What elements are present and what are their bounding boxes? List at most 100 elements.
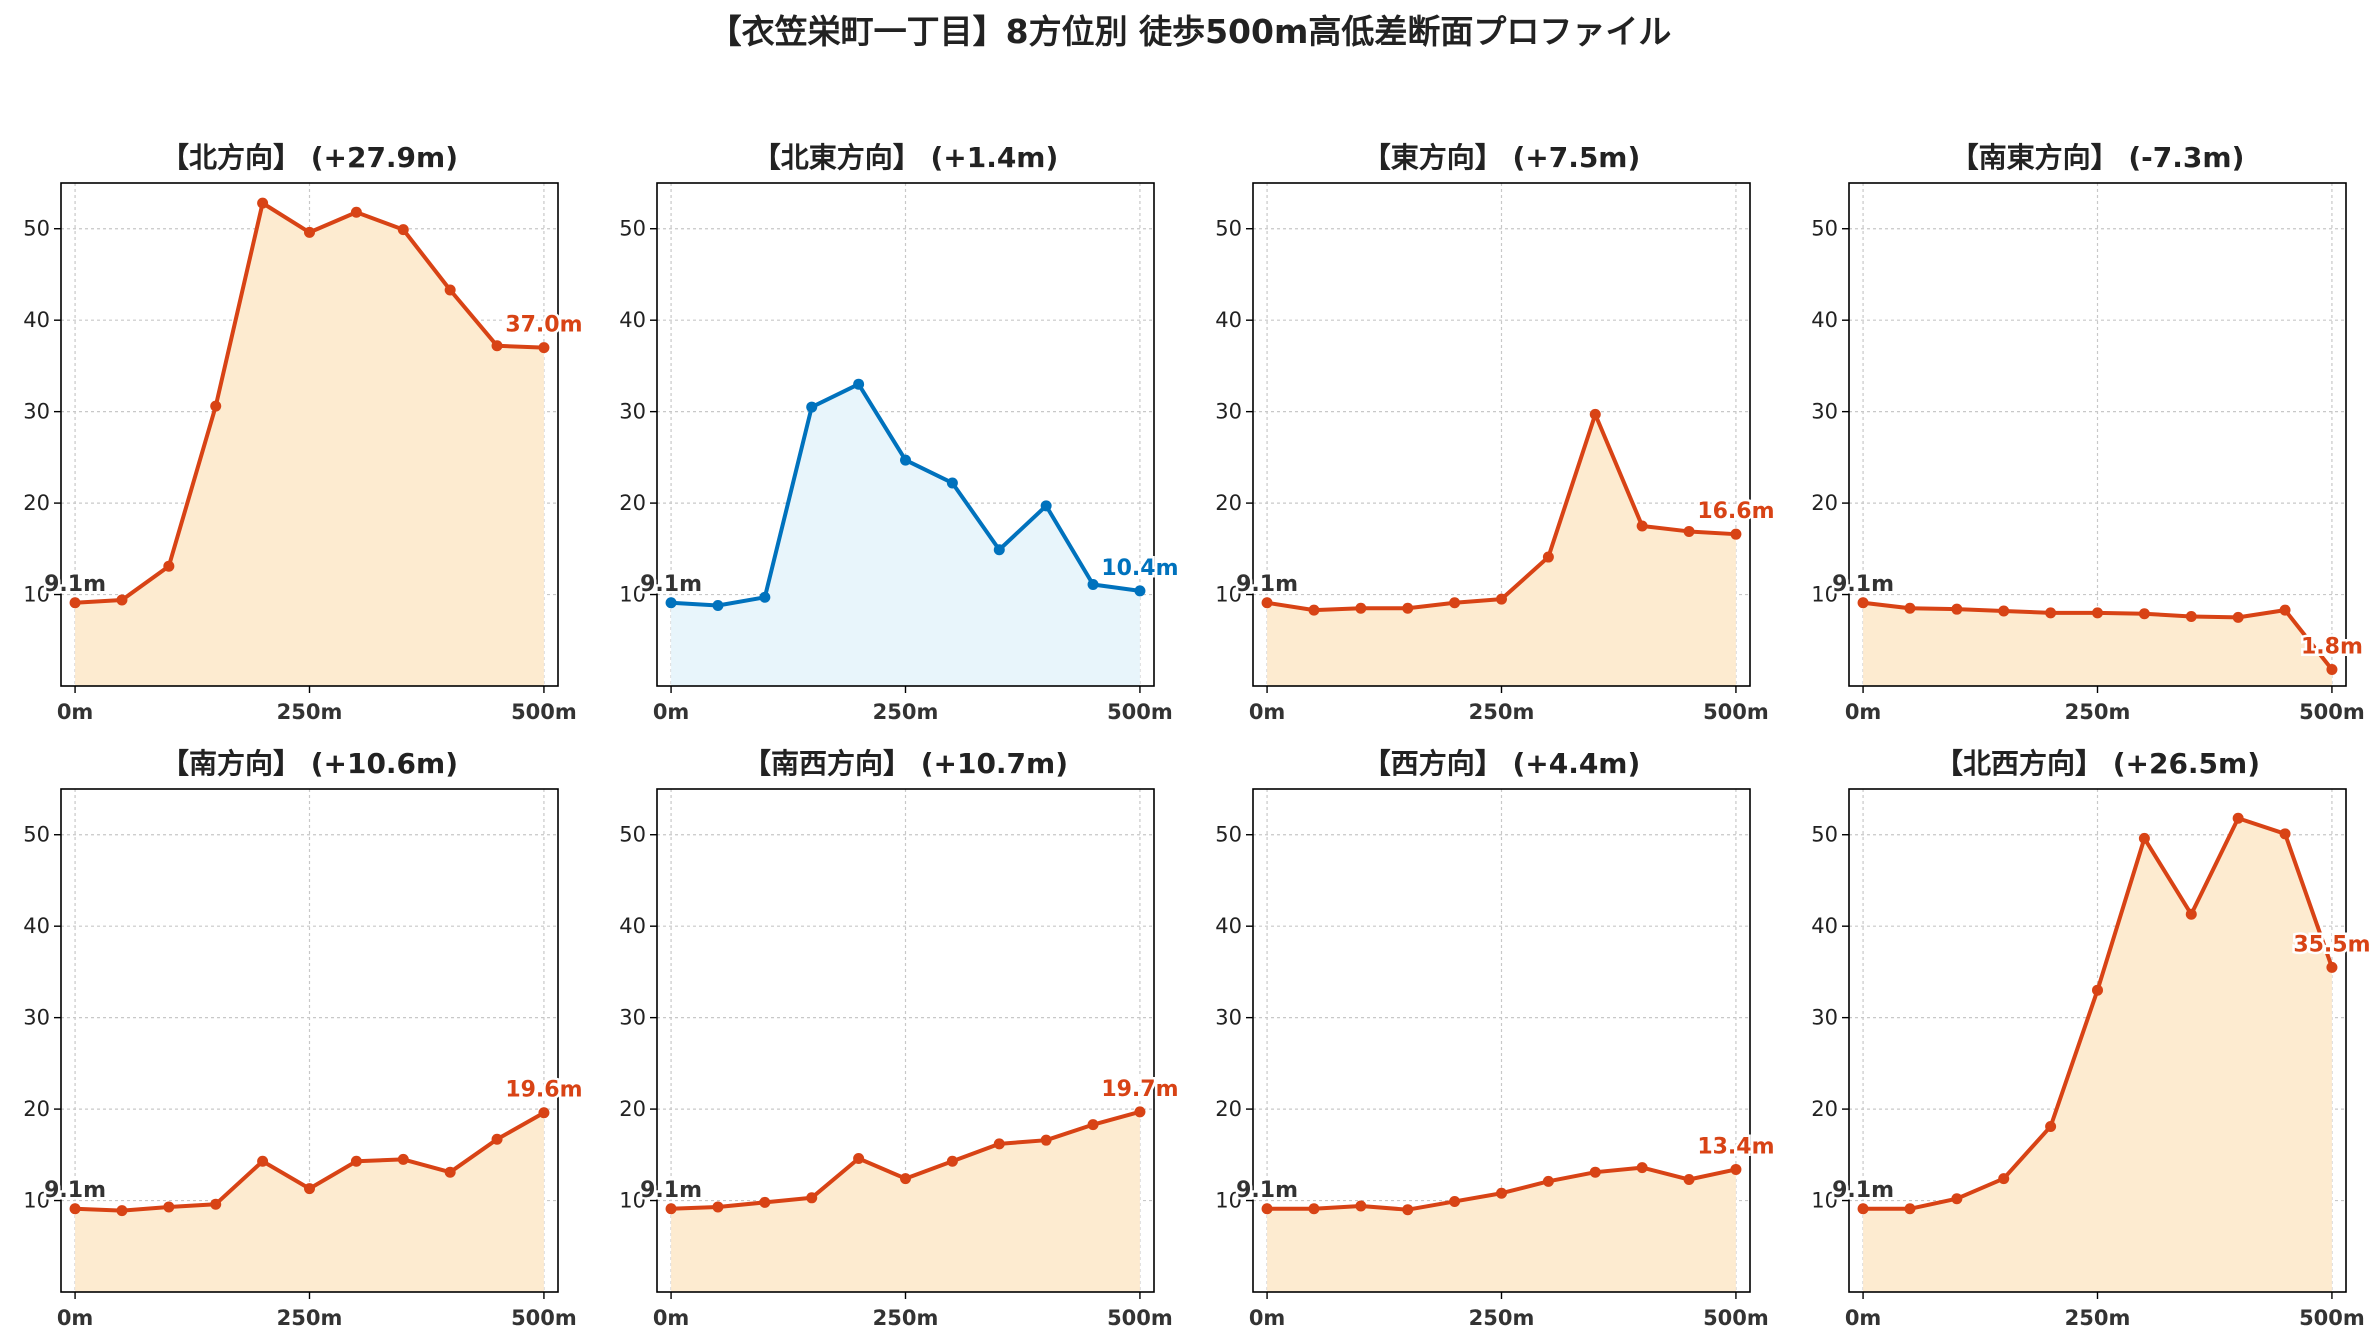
data-point [1040,1134,1052,1146]
end-value-label: 1.8m [2301,635,2363,660]
data-point [1355,1200,1367,1212]
area-fill [671,384,1140,686]
data-point [759,591,771,603]
data-point [1496,1187,1507,1199]
x-tick-label: 500m [2299,700,2365,724]
data-point [163,560,175,572]
data-point [806,401,818,413]
y-tick-label: 30 [1215,1006,1242,1030]
x-tick-label: 500m [511,700,577,724]
x-tick-label: 0m [1249,700,1286,724]
figure-title: 【衣笠栄町一丁目】8方位別 徒歩500m高低差断面プロファイル [709,12,1672,51]
data-point [257,1155,269,1167]
y-tick-label: 30 [23,1006,50,1030]
data-point [397,1153,409,1165]
x-tick-label: 500m [1703,1306,1769,1330]
y-tick-label: 40 [1811,914,1838,938]
data-point [444,1166,456,1178]
y-tick-label: 40 [619,914,646,938]
y-tick-label: 20 [23,491,50,515]
data-point [853,1152,865,1164]
start-value-label: 9.1m [1236,1178,1298,1203]
y-tick-label: 20 [619,1097,646,1121]
y-tick-label: 10 [23,1189,50,1213]
x-tick-label: 500m [1107,700,1173,724]
end-value-label: 37.0m [505,313,582,338]
data-point [665,597,677,609]
x-tick-label: 250m [1469,1306,1535,1330]
y-tick-label: 30 [619,1006,646,1030]
data-point [993,544,1005,556]
data-point [1087,1119,1099,1131]
data-point [2092,607,2103,619]
data-point [1402,1204,1414,1216]
area-fill [1863,602,2332,686]
y-tick-label: 50 [619,823,646,847]
x-tick-label: 0m [57,1306,94,1330]
data-point [1542,1175,1554,1187]
data-point [2232,812,2244,824]
data-point [712,1201,724,1213]
data-point [1589,408,1601,420]
data-point [1261,597,1273,609]
data-point [2279,604,2291,616]
y-tick-label: 10 [1215,1189,1242,1213]
data-point [1857,1203,1869,1215]
y-tick-label: 50 [23,823,50,847]
data-point [1087,578,1099,590]
data-point [712,600,724,612]
data-point [491,1133,503,1145]
y-tick-label: 40 [1811,308,1838,332]
data-point [1308,604,1320,616]
data-point [2279,828,2291,840]
x-tick-label: 0m [57,700,94,724]
data-point [2185,610,2197,622]
data-point [116,594,128,606]
x-tick-label: 0m [1845,1306,1882,1330]
data-point [1683,525,1695,537]
y-tick-label: 30 [1811,400,1838,424]
data-point [444,284,456,296]
data-point [946,1155,958,1167]
data-point [2326,664,2338,676]
data-point [2045,607,2057,619]
data-point [1951,603,1963,615]
y-tick-label: 40 [619,308,646,332]
y-tick-label: 20 [1811,1097,1838,1121]
area-fill [1267,414,1736,686]
start-value-label: 9.1m [44,1178,106,1203]
data-point [2045,1120,2057,1132]
data-point [1904,1203,1916,1215]
x-tick-label: 500m [2299,1306,2365,1330]
x-tick-label: 250m [873,700,939,724]
y-tick-label: 30 [23,400,50,424]
data-point [1449,1195,1461,1207]
y-tick-label: 20 [619,491,646,515]
data-point [2185,908,2197,920]
x-tick-label: 250m [2065,700,2131,724]
y-tick-label: 40 [23,308,50,332]
data-point [397,224,409,236]
area-fill [75,1112,544,1292]
area-fill [1863,818,2332,1292]
data-point [993,1138,1005,1150]
x-tick-label: 250m [1469,700,1535,724]
area-fill [1267,1167,1736,1292]
data-point [491,340,503,352]
data-point [538,342,550,354]
end-value-label: 16.6m [1697,499,1774,524]
start-value-label: 9.1m [1236,572,1298,597]
data-point [1683,1174,1695,1186]
data-point [69,597,81,609]
data-point [1730,1163,1742,1175]
end-value-label: 35.5m [2293,932,2370,957]
y-tick-label: 50 [1215,823,1242,847]
data-point [116,1205,128,1217]
data-point [946,477,958,489]
start-value-label: 9.1m [640,1178,702,1203]
